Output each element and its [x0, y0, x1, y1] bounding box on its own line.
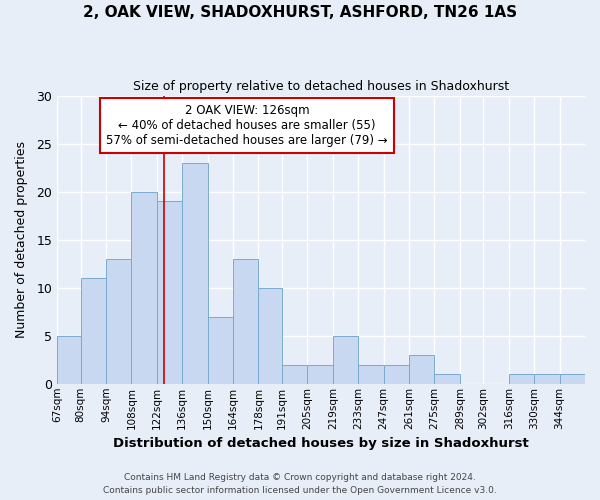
- Bar: [182, 163, 208, 384]
- Bar: [534, 374, 560, 384]
- Y-axis label: Number of detached properties: Number of detached properties: [15, 141, 28, 338]
- Bar: [233, 259, 259, 384]
- Bar: [333, 336, 358, 384]
- Bar: [57, 336, 80, 384]
- Bar: [383, 364, 409, 384]
- Bar: [509, 374, 534, 384]
- Text: 2 OAK VIEW: 126sqm
← 40% of detached houses are smaller (55)
57% of semi-detache: 2 OAK VIEW: 126sqm ← 40% of detached hou…: [106, 104, 388, 147]
- Bar: [307, 364, 333, 384]
- Bar: [80, 278, 106, 384]
- Bar: [208, 316, 233, 384]
- Bar: [131, 192, 157, 384]
- Text: Contains HM Land Registry data © Crown copyright and database right 2024.
Contai: Contains HM Land Registry data © Crown c…: [103, 474, 497, 495]
- Text: 2, OAK VIEW, SHADOXHURST, ASHFORD, TN26 1AS: 2, OAK VIEW, SHADOXHURST, ASHFORD, TN26 …: [83, 5, 517, 20]
- Bar: [106, 259, 131, 384]
- Bar: [560, 374, 585, 384]
- Bar: [434, 374, 460, 384]
- Bar: [157, 201, 182, 384]
- Bar: [282, 364, 307, 384]
- Bar: [409, 355, 434, 384]
- X-axis label: Distribution of detached houses by size in Shadoxhurst: Distribution of detached houses by size …: [113, 437, 529, 450]
- Title: Size of property relative to detached houses in Shadoxhurst: Size of property relative to detached ho…: [133, 80, 509, 93]
- Bar: [259, 288, 282, 384]
- Bar: [358, 364, 383, 384]
